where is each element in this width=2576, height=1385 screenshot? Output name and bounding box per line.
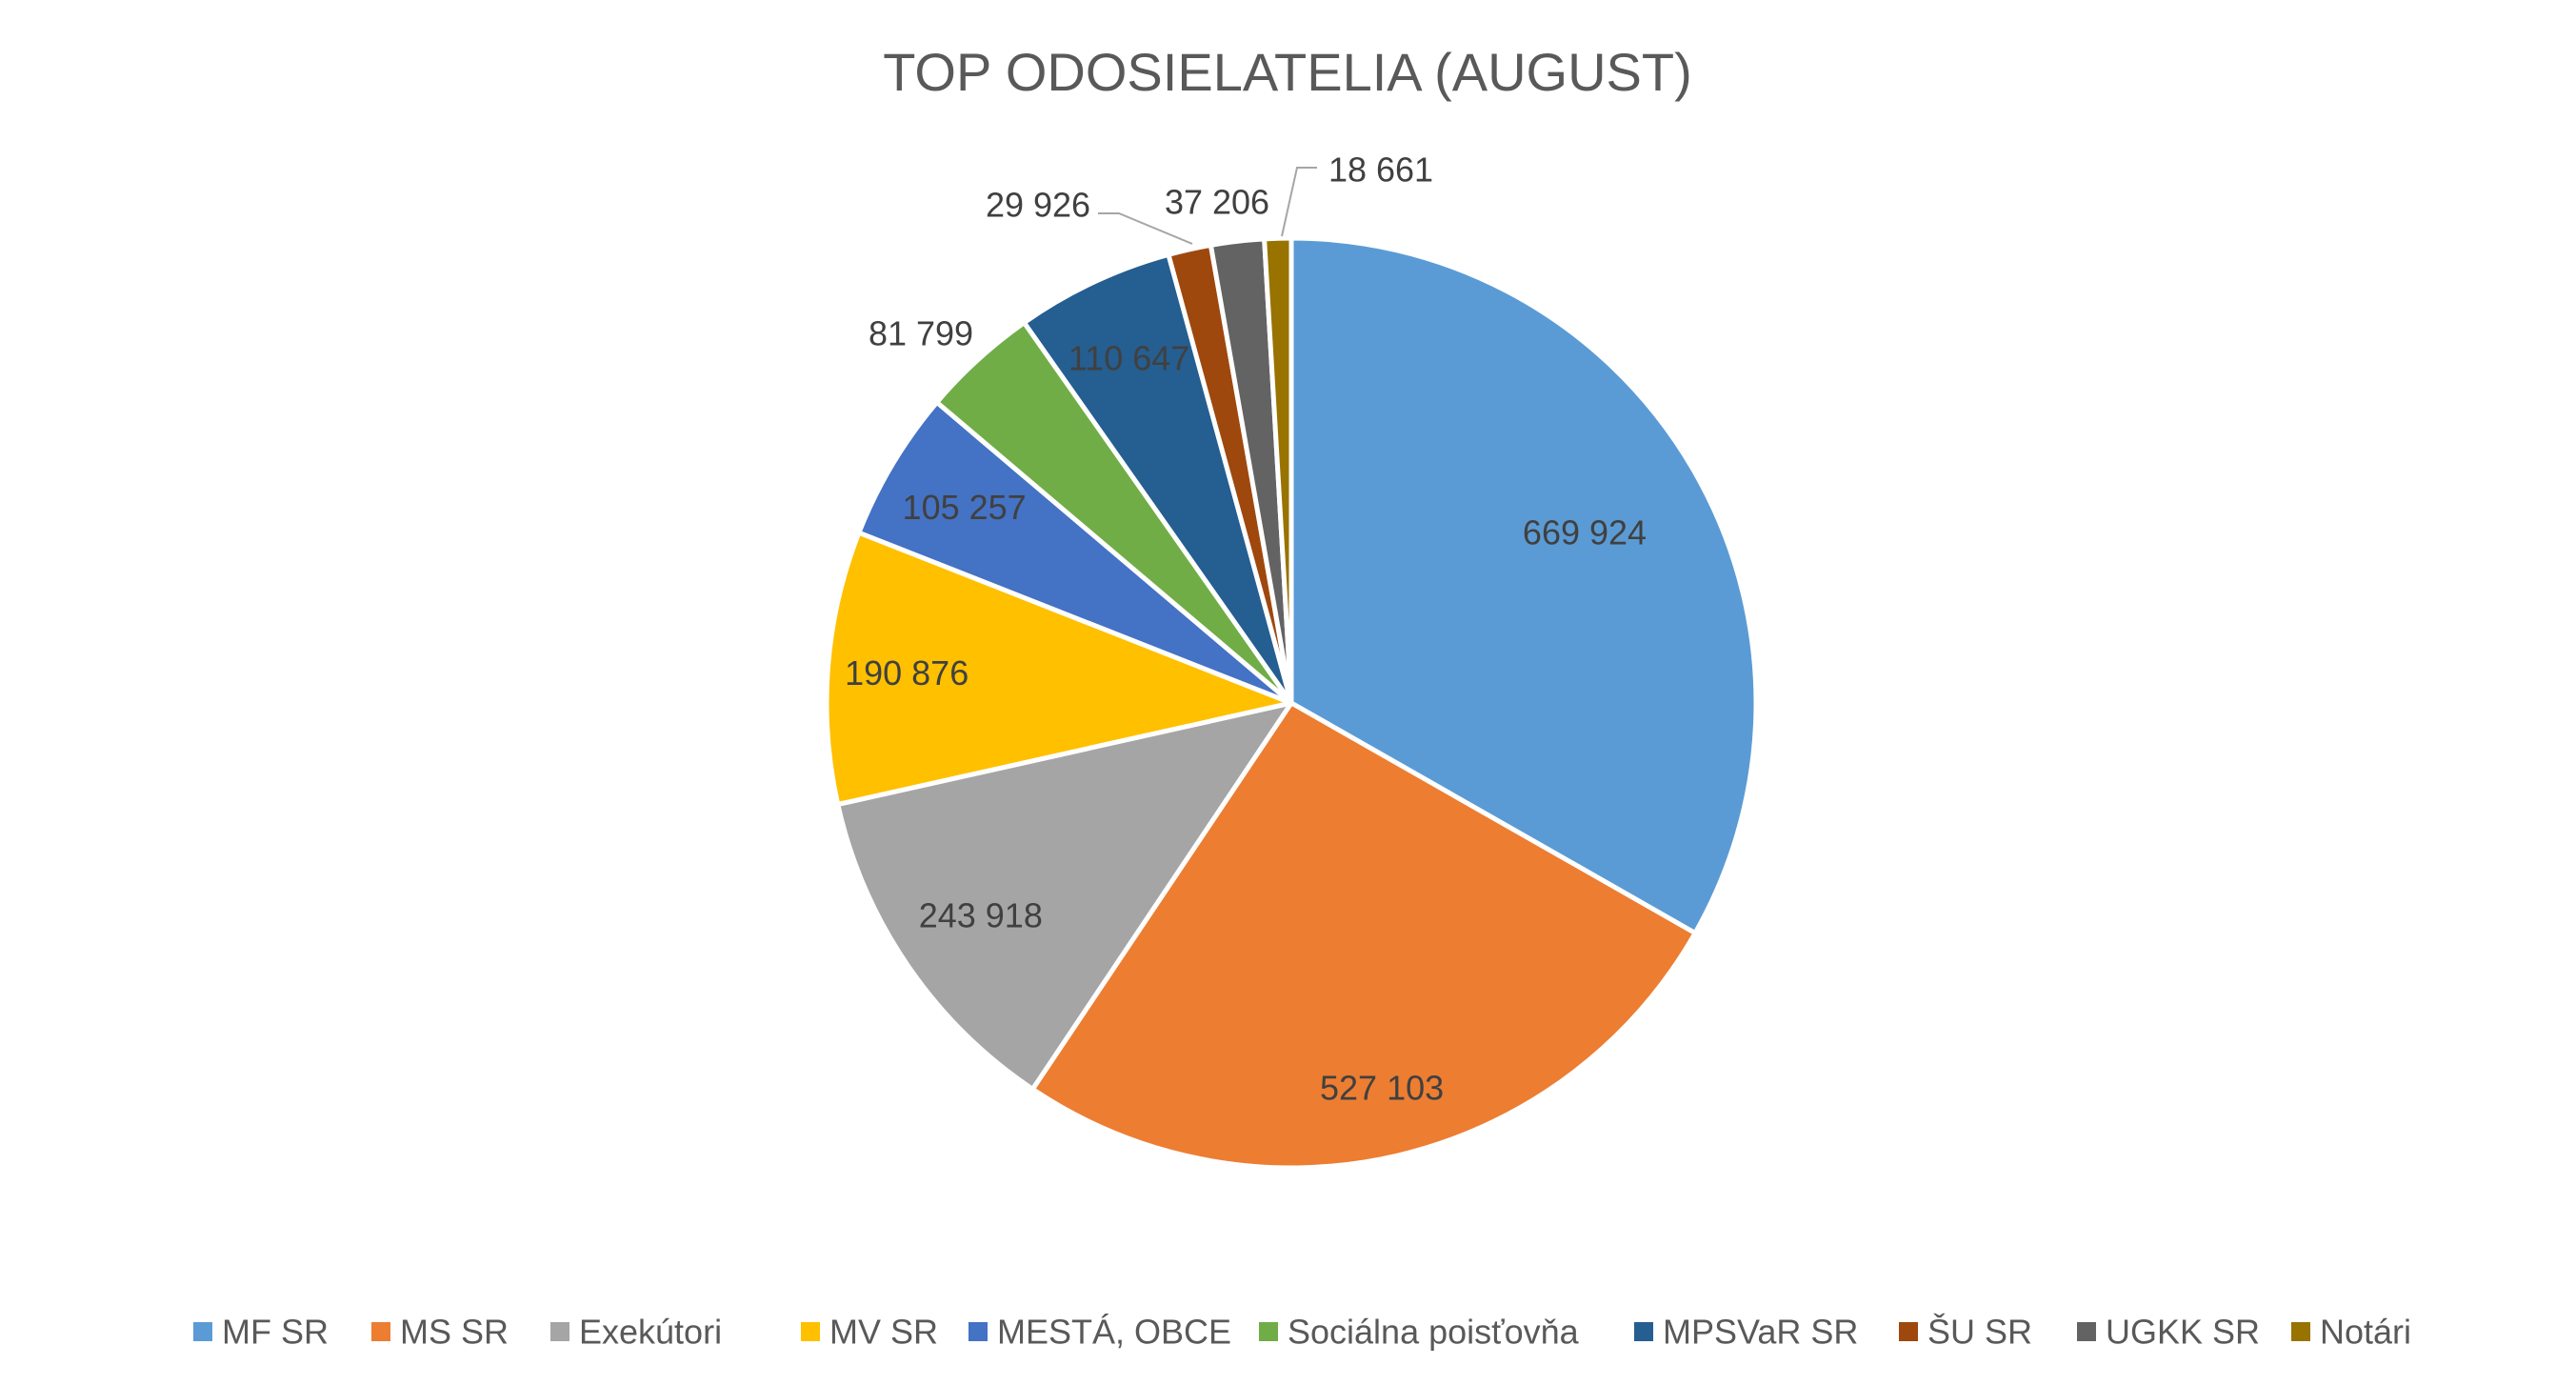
data-label-mf-sr: 669 924 <box>1523 512 1647 552</box>
legend: MF SR MS SR Exekútori MV SR MESTÁ, OBCE Sociá… <box>193 1313 2411 1352</box>
legend-label: MF SR <box>222 1313 329 1352</box>
pie-slice-mv-sr <box>824 530 1294 807</box>
legend-swatch <box>2291 1322 2310 1341</box>
data-label-ugkk-sr: 37 206 <box>1165 183 1269 222</box>
data-label-ms-sr: 527 103 <box>1320 1068 1444 1107</box>
data-label-mesta-obce: 105 257 <box>903 488 1027 527</box>
legend-label: MPSVaR SR <box>1663 1313 1858 1352</box>
legend-label: MV SR <box>829 1313 938 1352</box>
legend-swatch <box>371 1322 390 1341</box>
data-label-socialna-poistovna: 81 799 <box>869 314 973 353</box>
legend-label: Sociálna poisťovňa <box>1288 1313 1580 1352</box>
legend-item-exekutori: Exekútori <box>550 1313 722 1352</box>
legend-swatch <box>1259 1322 1278 1341</box>
legend-swatch <box>801 1322 820 1341</box>
legend-item-mf-sr: MF SR <box>193 1313 329 1352</box>
legend-label: ŠU SR <box>1927 1313 2032 1352</box>
data-label-mpsvar-sr: 110 647 <box>1068 338 1189 377</box>
legend-item-mesta-obce: MESTÁ, OBCE <box>968 1313 1231 1352</box>
legend-item-mpsvar-sr: MPSVaR SR <box>1634 1313 1858 1352</box>
legend-label: Notári <box>2320 1313 2411 1352</box>
data-labels: 669 924 527 103 243 918 190 876 105 257 81 79… <box>845 151 1647 1108</box>
leader-line-su-sr <box>1098 212 1193 245</box>
legend-label: MS SR <box>400 1313 509 1352</box>
data-label-notari: 18 661 <box>1328 151 1433 190</box>
legend-item-notari: Notári <box>2291 1313 2411 1352</box>
legend-item-mv-sr: MV SR <box>801 1313 938 1352</box>
pie-slice-notari <box>1262 235 1294 706</box>
leader-lines <box>1098 167 1317 245</box>
legend-swatch <box>1899 1322 1918 1341</box>
legend-swatch <box>968 1322 988 1341</box>
legend-label: MESTÁ, OBCE <box>997 1313 1231 1352</box>
legend-item-ms-sr: MS SR <box>371 1313 509 1352</box>
data-label-mv-sr: 190 876 <box>845 653 968 692</box>
pie-slice-mpsvar-sr <box>1021 251 1294 706</box>
legend-item-socialna-poistovna: Sociálna poisťovňa <box>1259 1313 1580 1352</box>
pie-slices <box>824 235 1759 1171</box>
pie-slice-ms-sr <box>1029 700 1698 1171</box>
pie-slice-mf-sr <box>1288 235 1759 936</box>
legend-swatch <box>2077 1322 2096 1341</box>
data-label-exekutori: 243 918 <box>919 896 1043 935</box>
legend-swatch <box>1634 1322 1653 1341</box>
data-label-su-sr: 29 926 <box>986 186 1090 225</box>
pie-slice-mesta-obce <box>856 399 1294 706</box>
pie-slice-exekutori <box>835 700 1294 1092</box>
legend-label: Exekútori <box>579 1313 722 1352</box>
chart-title: TOP ODOSIELATELIA (AUGUST) <box>883 42 1692 102</box>
legend-item-ugkk-sr: UGKK SR <box>2077 1313 2260 1352</box>
legend-swatch <box>193 1322 212 1341</box>
legend-swatch <box>550 1322 569 1341</box>
legend-label: UGKK SR <box>2106 1313 2260 1352</box>
leader-line-notari <box>1281 167 1317 237</box>
legend-item-su-sr: ŠU SR <box>1899 1313 2032 1352</box>
